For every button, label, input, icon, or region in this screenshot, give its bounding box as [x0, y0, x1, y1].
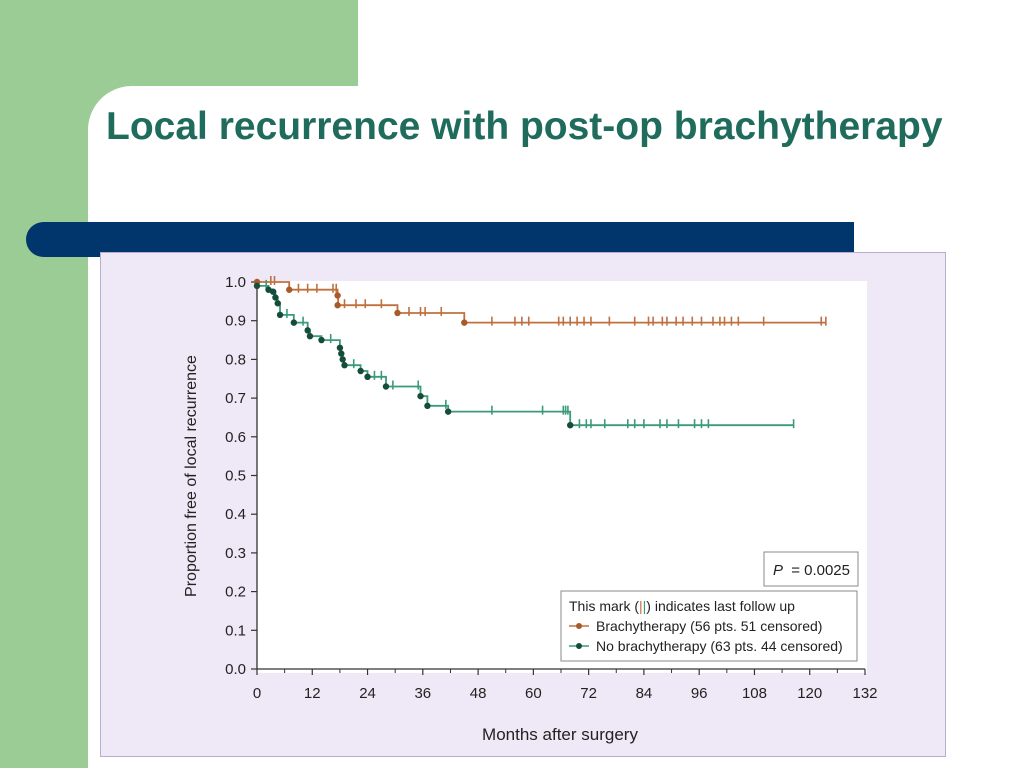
event-point [276, 311, 284, 319]
legend-entry-no-brachytherapy: No brachytherapy (63 pts. 44 censored) [596, 638, 843, 654]
y-tick-label: 0.9 [225, 313, 246, 330]
y-tick-label: 0.3 [225, 545, 246, 562]
event-point [382, 383, 390, 390]
x-tick-label: 72 [580, 685, 597, 702]
y-tick-label: 0.7 [225, 390, 246, 407]
event-point [334, 302, 341, 309]
event-point [253, 282, 261, 290]
series-brachytherapy [253, 276, 827, 326]
y-axis-title: Proportion free of local recurrence [183, 355, 200, 597]
svg-text:P = 0.0025: P = 0.0025 [773, 562, 850, 579]
axes: 0 12 24 36 48 60 72 84 96 108 120 132 0.0 0.1 0.2 0.3 0.… [225, 274, 877, 702]
event-point [461, 319, 468, 326]
title-underline-bar [26, 222, 854, 257]
x-tick-label: 36 [414, 685, 431, 702]
survival-chart: 0 12 24 36 48 60 72 84 96 108 120 132 0.0 0.1 0.2 0.3 0.… [183, 274, 878, 744]
event-point [286, 286, 293, 293]
event-point [274, 300, 281, 307]
x-tick-label: 48 [470, 685, 487, 702]
y-tick-label: 0.2 [225, 584, 246, 601]
y-tick-label: 1.0 [225, 274, 246, 291]
p-value-box: P = 0.0025 [763, 551, 859, 587]
x-tick-label: 60 [525, 685, 542, 702]
event-point [444, 408, 452, 415]
y-tick-label: 0.1 [225, 622, 246, 639]
y-tick-label: 0.8 [225, 351, 246, 368]
event-point [334, 292, 341, 299]
x-tick-label: 84 [636, 685, 653, 702]
event-point [424, 402, 431, 410]
legend-brachy-marker [576, 623, 582, 629]
legend-entry-brachytherapy: Brachytherapy (56 pts. 51 censored) [596, 618, 822, 634]
series-layer [253, 276, 827, 429]
event-point [290, 319, 298, 326]
event-point [336, 344, 344, 351]
legend-no-brachy-marker [576, 643, 582, 649]
series-no-brachytherapy [253, 279, 795, 429]
event-point [357, 367, 364, 375]
p-label: P [773, 562, 783, 579]
x-tick-label: 24 [359, 685, 376, 702]
slide-title: Local recurrence with post-op brachyther… [106, 105, 943, 148]
legend-note-prefix: This mark ( [569, 598, 639, 614]
y-tick-label: 0.0 [225, 661, 246, 678]
event-point [567, 421, 574, 429]
y-tick-label: 0.5 [225, 468, 246, 485]
event-point [364, 373, 371, 381]
y-tick-label: 0.4 [225, 506, 246, 523]
event-point [272, 294, 279, 301]
event-point [341, 362, 348, 369]
x-tick-label: 96 [691, 685, 708, 702]
p-value: = 0.0025 [791, 562, 850, 579]
svg-text:This mark (||) indicates last: This mark (||) indicates last follow up [569, 598, 795, 614]
x-axis-title: Months after surgery [482, 725, 638, 744]
event-point [269, 288, 277, 295]
legend-note-suffix: ) indicates last follow up [646, 598, 795, 614]
event-point [394, 309, 401, 317]
event-point [306, 332, 314, 340]
event-point [339, 356, 346, 363]
x-tick-label: 0 [253, 685, 261, 702]
x-tick-label: 108 [742, 685, 767, 702]
event-point [417, 392, 424, 400]
event-point [304, 327, 311, 334]
x-tick-label: 12 [304, 685, 321, 702]
green-side-strip [0, 230, 88, 768]
event-point [318, 336, 325, 344]
x-tick-label: 132 [852, 685, 877, 702]
x-tick-label: 120 [797, 685, 822, 702]
event-point [338, 350, 345, 357]
y-tick-label: 0.6 [225, 429, 246, 446]
legend: This mark (||) indicates last follow up … [560, 590, 858, 662]
